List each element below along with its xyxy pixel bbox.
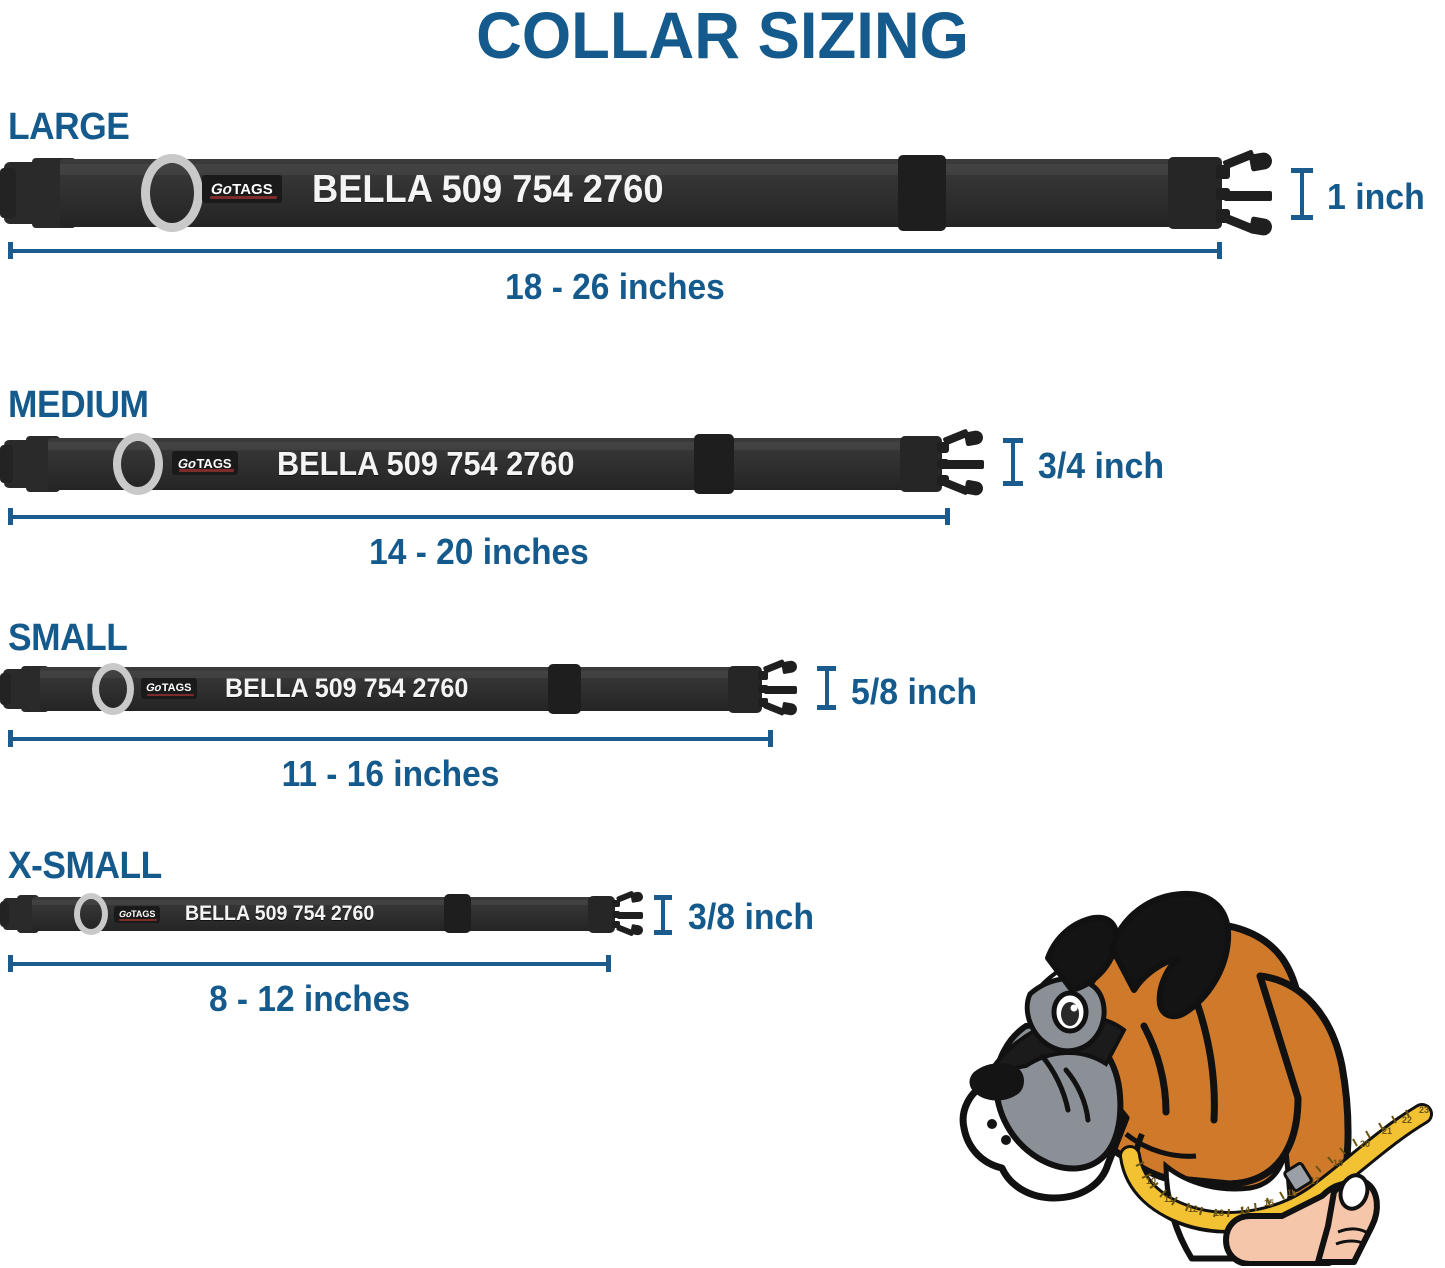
width-label-medium: 3/4 inch — [1038, 445, 1165, 486]
size-label-medium: MEDIUM — [8, 384, 149, 426]
svg-text:16: 16 — [1287, 1188, 1297, 1198]
length-dimension-line-large — [8, 242, 1222, 259]
gotags-logo-patch: GoTAGS — [141, 678, 197, 699]
svg-text:13: 13 — [1214, 1208, 1224, 1218]
buckle-male-icon — [588, 889, 652, 941]
collar-keeper — [898, 155, 946, 231]
collar-graphic-medium: GoTAGS BELLA 509 754 2760 — [0, 428, 1000, 502]
logo-go-text: Go — [145, 682, 163, 694]
collar-keeper — [548, 664, 581, 714]
svg-text:22: 22 — [1402, 1115, 1412, 1125]
buckle-male-icon — [728, 658, 806, 720]
svg-text:17: 17 — [1310, 1176, 1320, 1186]
size-label-small: SMALL — [8, 617, 128, 659]
d-ring-icon — [141, 154, 203, 232]
width-label-xsmall: 3/8 inch — [688, 896, 815, 937]
length-label-medium: 14 - 20 inches — [369, 531, 589, 572]
svg-text:15: 15 — [1264, 1198, 1274, 1208]
length-dimension-line-medium — [8, 508, 950, 525]
length-label-small: 11 - 16 inches — [281, 753, 500, 794]
collar-engraving-text: BELLA 509 754 2760 — [185, 902, 375, 925]
logo-go-text: Go — [210, 180, 234, 198]
logo-go-text: Go — [177, 455, 198, 471]
collar-engraving-text: BELLA 509 754 2760 — [277, 445, 575, 482]
logo-tags-text: TAGS — [196, 455, 232, 471]
collar-engraving-text: BELLA 509 754 2760 — [312, 168, 664, 211]
page-title: COLLAR SIZING — [476, 0, 969, 72]
svg-text:10: 10 — [1146, 1176, 1156, 1186]
width-indicator-large — [1291, 168, 1313, 220]
svg-text:23: 23 — [1419, 1105, 1429, 1115]
collar-graphic-large: GoTAGS BELLA 509 754 2760 — [0, 149, 1280, 240]
hand-illustration — [1223, 1173, 1380, 1266]
logo-tags-text: TAGS — [232, 180, 273, 198]
logo-underline — [178, 469, 235, 472]
svg-text:21: 21 — [1382, 1126, 1392, 1136]
logo-underline — [146, 693, 194, 697]
svg-text:18: 18 — [1333, 1158, 1343, 1168]
width-indicator-small — [817, 666, 836, 710]
length-label-xsmall: 8 - 12 inches — [209, 978, 410, 1019]
buckle-male-icon — [900, 428, 992, 500]
d-ring-icon — [113, 433, 163, 495]
logo-underline — [118, 918, 158, 921]
svg-text:20: 20 — [1360, 1139, 1370, 1149]
svg-text:11: 11 — [1164, 1194, 1174, 1204]
logo-tags-text: TAGS — [161, 682, 192, 694]
size-label-large: LARGE — [8, 106, 130, 148]
collar-engraving-text: BELLA 509 754 2760 — [225, 673, 469, 703]
collar-keeper — [694, 434, 734, 494]
d-ring-icon — [92, 663, 134, 715]
svg-text:14: 14 — [1240, 1205, 1250, 1215]
logo-underline — [210, 196, 278, 200]
size-label-xsmall: X-SMALL — [8, 845, 162, 887]
logo-tags-text: TAGS — [131, 909, 156, 919]
collar-graphic-xsmall: GoTAGS BELLA 509 754 2760 — [0, 890, 650, 942]
width-label-large: 1 inch — [1327, 176, 1425, 217]
logo-go-text: Go — [118, 909, 132, 919]
boxer-dog-illustration: 10 11 12 13 14 15 16 17 18 20 21 22 23 — [930, 866, 1435, 1266]
gotags-logo-patch: GoTAGS — [114, 906, 160, 923]
width-label-small: 5/8 inch — [851, 671, 978, 712]
collar-graphic-small: GoTAGS BELLA 509 754 2760 — [0, 658, 810, 722]
buckle-male-icon — [1168, 149, 1280, 240]
length-label-large: 18 - 26 inches — [505, 266, 725, 307]
svg-text:12: 12 — [1188, 1204, 1198, 1214]
gotags-logo-patch: GoTAGS — [172, 451, 238, 475]
d-ring-icon — [74, 893, 108, 935]
length-dimension-line-small — [8, 730, 773, 747]
width-indicator-medium — [1003, 438, 1023, 486]
gotags-logo-patch: GoTAGS — [202, 175, 282, 203]
length-dimension-line-xsmall — [8, 955, 611, 972]
width-indicator-xsmall — [654, 895, 672, 935]
collar-keeper — [444, 894, 471, 933]
